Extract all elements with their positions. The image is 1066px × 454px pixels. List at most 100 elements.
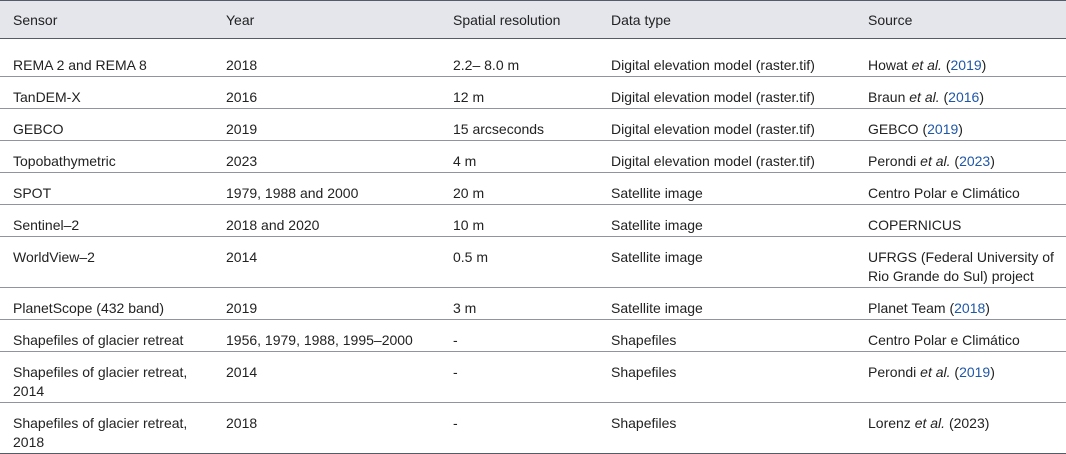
cell-sensor: Sentinel–2 [0,204,213,237]
cell-resolution: 15 arcseconds [440,108,598,141]
table-row: GEBCO 2019 15 arcseconds Digital elevati… [0,108,1066,141]
table-row: Topobathymetric 2023 4 m Digital elevati… [0,140,1066,173]
cell-source: Centro Polar e Climático [855,319,1066,352]
cell-sensor: Shapefiles of glacier retreat, 2018 [0,402,213,454]
header-source: Source [855,0,1066,39]
table-body: REMA 2 and REMA 8 2018 2.2– 8.0 m Digita… [0,39,1066,454]
cell-year: 2014 [213,351,440,403]
et-al-text: et al. [911,57,942,73]
cell-resolution: 20 m [440,172,598,205]
et-al-text: et al. [920,153,951,169]
cell-sensor: SPOT [0,172,213,205]
paren-open: ( [950,364,960,380]
cell-resolution: 3 m [440,287,598,320]
cell-sensor: Shapefiles of glacier retreat [0,319,213,352]
source-year-plain: (2023) [945,415,990,431]
citation-year-link[interactable]: 2016 [948,89,980,105]
header-data-type: Data type [598,0,855,39]
source-author: Perondi [868,153,921,169]
citation-year-link[interactable]: 2018 [954,300,986,316]
cell-data-type: Digital elevation model (raster.tif) [598,140,855,173]
cell-year: 1979, 1988 and 2000 [213,172,440,205]
source-author: Perondi [868,364,921,380]
citation-year-link[interactable]: 2019 [959,364,991,380]
cell-data-type: Satellite image [598,172,855,205]
cell-source: Lorenz et al. (2023) [855,402,1066,454]
cell-resolution: 4 m [440,140,598,173]
paren-close: ) [979,89,984,105]
cell-year: 2019 [213,108,440,141]
cell-year: 2018 [213,402,440,454]
header-year: Year [213,0,440,39]
table-header: Sensor Year Spatial resolution Data type… [0,0,1066,39]
cell-sensor: WorldView–2 [0,236,213,288]
source-author: Howat [868,57,912,73]
cell-year: 2019 [213,287,440,320]
cell-data-type: Shapefiles [598,351,855,403]
cell-data-type: Satellite image [598,236,855,288]
cell-source: Centro Polar e Climático [855,172,1066,205]
cell-year: 2018 and 2020 [213,204,440,237]
paren-close: ) [985,300,990,316]
source-author: GEBCO [868,121,919,137]
cell-source: GEBCO (2019) [855,108,1066,141]
cell-source: Howat et al. (2019) [855,45,1066,77]
paren-open: ( [918,121,928,137]
cell-source: COPERNICUS [855,204,1066,237]
cell-sensor: Shapefiles of glacier retreat, 2014 [0,351,213,403]
cell-data-type: Satellite image [598,287,855,320]
cell-resolution: - [440,351,598,403]
cell-sensor: PlanetScope (432 band) [0,287,213,320]
cell-resolution: 10 m [440,204,598,237]
cell-sensor: GEBCO [0,108,213,141]
header-row: Sensor Year Spatial resolution Data type… [0,0,1066,39]
cell-year: 1956, 1979, 1988, 1995–2000 [213,319,440,352]
paren-open: ( [950,153,960,169]
table-row: TanDEM-X 2016 12 m Digital elevation mod… [0,76,1066,109]
cell-resolution: - [440,402,598,454]
cell-resolution: 2.2– 8.0 m [440,45,598,77]
paren-close: ) [958,121,963,137]
table-row: PlanetScope (432 band) 2019 3 m Satellit… [0,287,1066,320]
cell-data-type: Shapefiles [598,402,855,454]
table-row: REMA 2 and REMA 8 2018 2.2– 8.0 m Digita… [0,45,1066,77]
cell-sensor: REMA 2 and REMA 8 [0,45,213,77]
paren-open: ( [941,57,951,73]
cell-resolution: 0.5 m [440,236,598,288]
cell-year: 2023 [213,140,440,173]
paren-close: ) [990,364,995,380]
cell-source: UFRGS (Federal University of Rio Grande … [855,236,1066,288]
cell-sensor: Topobathymetric [0,140,213,173]
et-al-text: et al. [909,89,940,105]
table-row: WorldView–2 2014 0.5 m Satellite image U… [0,236,1066,288]
paren-open: ( [939,89,949,105]
table-row: Shapefiles of glacier retreat, 2014 2014… [0,351,1066,403]
cell-resolution: 12 m [440,76,598,109]
cell-data-type: Shapefiles [598,319,855,352]
citation-year-link[interactable]: 2019 [927,121,959,137]
cell-source: Perondi et al. (2019) [855,351,1066,403]
cell-resolution: - [440,319,598,352]
cell-year: 2014 [213,236,440,288]
header-sensor: Sensor [0,0,213,39]
cell-data-type: Digital elevation model (raster.tif) [598,108,855,141]
source-author: Braun [868,89,910,105]
citation-year-link[interactable]: 2019 [950,57,982,73]
source-author: Planet Team [868,300,946,316]
citation-year-link[interactable]: 2023 [959,153,991,169]
table-row: Shapefiles of glacier retreat, 2018 2018… [0,402,1066,454]
table-row: SPOT 1979, 1988 and 2000 20 m Satellite … [0,172,1066,205]
et-al-text: et al. [920,364,951,380]
cell-year: 2016 [213,76,440,109]
header-spatial-resolution: Spatial resolution [440,0,598,39]
cell-source: Perondi et al. (2023) [855,140,1066,173]
table-row: Sentinel–2 2018 and 2020 10 m Satellite … [0,204,1066,237]
cell-data-type: Digital elevation model (raster.tif) [598,76,855,109]
paren-close: ) [990,153,995,169]
cell-data-type: Digital elevation model (raster.tif) [598,45,855,77]
table-row: Shapefiles of glacier retreat 1956, 1979… [0,319,1066,352]
paren-open: ( [945,300,955,316]
cell-sensor: TanDEM-X [0,76,213,109]
source-author: Lorenz [868,415,915,431]
